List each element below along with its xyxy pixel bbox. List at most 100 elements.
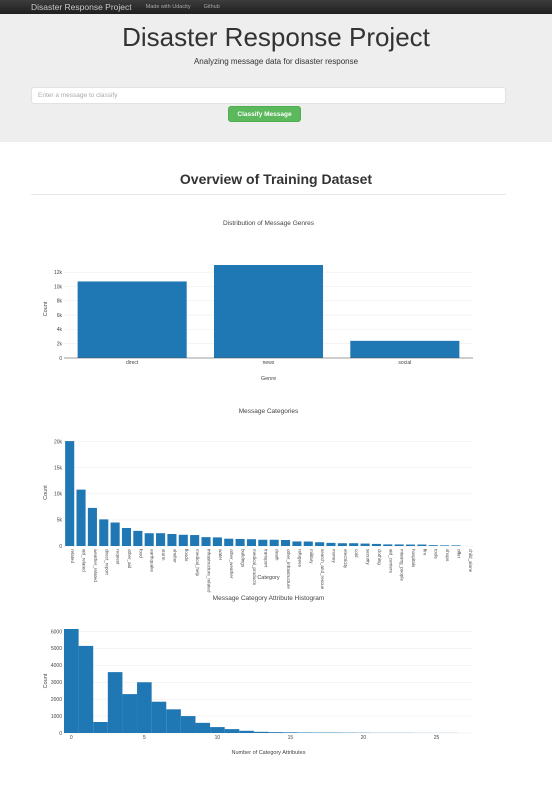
bar-social (350, 340, 460, 358)
x-tick-label: hospitals (411, 549, 416, 568)
histogram-bar (151, 701, 167, 733)
navbar: Disaster Response Project Made with Udac… (0, 0, 552, 14)
x-tick-label: infrastructure_related (207, 549, 212, 593)
x-tick-label: direct_report (104, 549, 109, 576)
histogram-bar (137, 682, 152, 733)
bar-food (133, 530, 143, 546)
x-tick-label: 25 (434, 735, 440, 741)
nav-link-udacity[interactable]: Made with Udacity (145, 4, 191, 10)
bar-clothing (371, 543, 381, 546)
bar-other_infrastructure (280, 539, 291, 546)
classify-message-button[interactable]: Classify Message (228, 106, 301, 122)
x-tick-label: child_alone (468, 549, 473, 573)
x-axis-label: Number of Category Attributes (232, 750, 306, 756)
x-tick-label: search_and_rescue (320, 549, 325, 590)
bar-aid_related (76, 489, 86, 546)
x-tick-label: military (309, 549, 314, 564)
x-tick-label: 5 (143, 735, 146, 741)
bar-tools (428, 545, 438, 546)
bar-hospitals (405, 544, 416, 546)
x-tick-label: aid_related (82, 549, 87, 572)
x-tick-label: tools (434, 549, 439, 559)
bar-news (213, 265, 324, 358)
bar-transport (258, 539, 268, 546)
y-axis-label: Count (43, 673, 49, 688)
page-title: Disaster Response Project (122, 22, 430, 52)
y-tick-label: 10k (54, 284, 63, 290)
genre-distribution-chart: Distribution of Message Genres 0 2k 4k 6k 8k 1… (43, 220, 473, 382)
y-tick-label: 15k (54, 466, 63, 472)
x-axis-label: Category (257, 575, 280, 581)
x-tick-label: medical_products (252, 549, 257, 586)
x-tick-label: 15 (288, 735, 294, 741)
x-tick-label: electricity (343, 549, 348, 569)
chart-title: Message Categories (239, 408, 299, 415)
y-axis-label: Count (43, 485, 49, 500)
bar-search_and_rescue (315, 542, 325, 546)
bar-military (303, 541, 313, 546)
y-tick-label: 5k (57, 518, 63, 524)
x-tick-label: aid_centers (388, 549, 393, 573)
bar-direct (77, 281, 187, 358)
y-tick-label: 4k (57, 327, 63, 333)
bar-infrastructure_related (201, 537, 211, 546)
bar-weather_related (87, 507, 97, 546)
histogram-bar (283, 732, 298, 733)
x-tick-label: shelter (172, 549, 177, 563)
histogram-bar (268, 732, 284, 733)
bar-medical_products (246, 539, 257, 546)
x-tick-label: death (275, 549, 280, 561)
section-divider (31, 194, 506, 195)
x-tick-label: missing_people (400, 549, 405, 581)
y-tick-label: 6000 (51, 629, 62, 635)
x-tick-label: cold (354, 549, 359, 558)
x-tick-label: 20 (361, 735, 367, 741)
histogram-bar (297, 732, 313, 733)
x-tick-label: social (398, 360, 411, 366)
y-tick-label: 10k (54, 492, 63, 498)
x-tick-label: refugees (297, 549, 302, 568)
x-tick-label: 10 (215, 735, 221, 741)
message-input[interactable] (31, 87, 506, 104)
histogram-bar (180, 716, 196, 733)
bar-security (360, 543, 370, 546)
x-tick-label: storm (161, 549, 166, 561)
x-tick-label: earthquake (150, 549, 155, 572)
y-tick-label: 0 (59, 356, 62, 362)
y-tick-label: 3000 (51, 680, 62, 686)
x-tick-label: fire (422, 549, 427, 556)
histogram-bar (122, 694, 138, 733)
x-tick-label: related (70, 549, 75, 563)
bar-fire (417, 544, 427, 546)
histogram-bar (210, 727, 225, 733)
bar-earthquake (144, 533, 154, 546)
y-tick-label: 20k (54, 439, 63, 445)
bar-aid_centers (383, 544, 393, 546)
y-tick-label: 2000 (51, 697, 62, 703)
jumbotron: Disaster Response Project Analyzing mess… (0, 14, 552, 142)
x-tick-label: request (116, 549, 121, 565)
histogram-bar (224, 729, 240, 733)
y-tick-label: 1000 (51, 714, 62, 720)
x-tick-label: other_infrastructure (286, 549, 291, 589)
bar-buildings (235, 538, 245, 546)
bar-money (326, 542, 336, 546)
y-tick-label: 0 (59, 731, 62, 737)
x-tick-label: offer (456, 549, 461, 559)
navbar-brand[interactable]: Disaster Response Project (31, 2, 132, 12)
x-tick-label: transport (263, 549, 268, 568)
x-axis-label: Genre (261, 376, 276, 382)
x-tick-label: news (263, 360, 275, 366)
histogram-bar (239, 730, 254, 733)
histogram-bar (195, 722, 211, 733)
bar-direct_report (99, 519, 109, 546)
bar-refugees (292, 541, 302, 546)
x-tick-label: water (218, 549, 223, 561)
nav-link-github[interactable]: Github (203, 4, 220, 10)
x-tick-label: food (138, 549, 143, 558)
section-title: Overview of Training Dataset (179, 171, 373, 187)
histogram-bar (253, 731, 269, 733)
x-tick-label: weather_related (93, 549, 98, 582)
bar-other_aid (121, 527, 132, 546)
message-categories-chart: Message Categories 0 5k 10k 15k 20k Category Co… (43, 408, 473, 593)
